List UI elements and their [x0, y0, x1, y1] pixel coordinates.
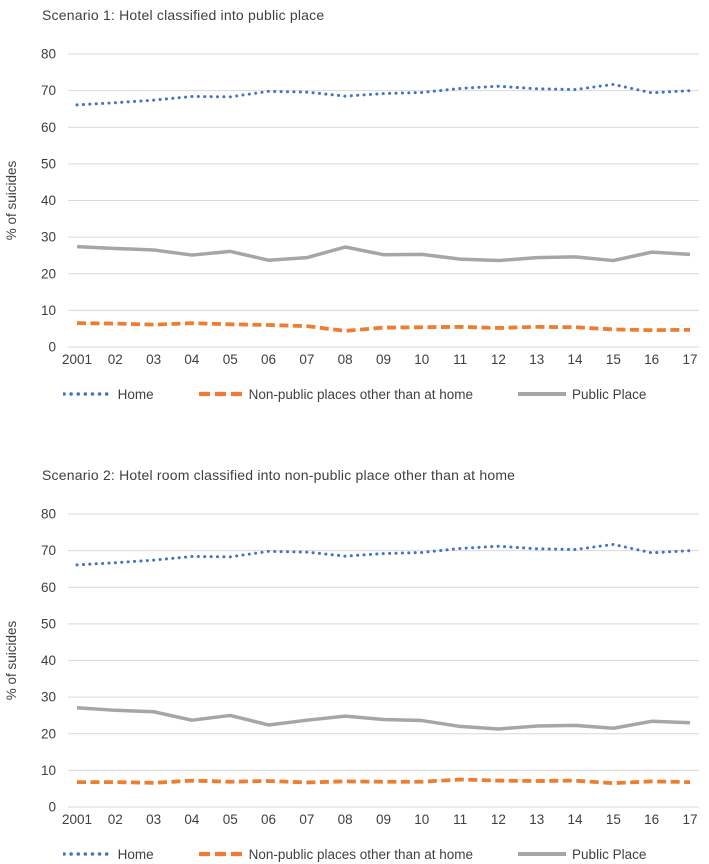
y-tick-label: 20	[41, 726, 56, 741]
y-tick-label: 50	[41, 156, 56, 171]
x-tick-label: 04	[184, 352, 200, 367]
y-tick-label: 70	[41, 83, 56, 98]
x-tick-label: 2001	[62, 352, 92, 367]
chart-svg: 0 10 20 30 40 50 60 70 80 % of suicides 2001 02 03 04…	[4, 507, 699, 827]
x-tick-label: 07	[299, 352, 314, 367]
x-tick-label: 10	[414, 812, 429, 827]
legend-marker-dashed-line	[198, 851, 243, 857]
chart-legend-scenario-2: Home Non-public places other than at home…	[0, 845, 709, 863]
chart-plot-area-scenario-1: 0 10 20 30 40 50 60 70 80 % of suicides 2001 02 03 04…	[0, 27, 709, 372]
legend-marker-solid-line	[518, 392, 567, 396]
x-tick-label: 13	[529, 812, 544, 827]
y-tick-label: 0	[48, 340, 56, 355]
legend-item-home: Home	[62, 386, 154, 402]
legend-label: Public Place	[572, 846, 647, 862]
y-tick-label: 10	[41, 303, 56, 318]
y-tick-label: 0	[48, 800, 56, 815]
series-line-public-place	[76, 244, 691, 263]
x-tick-label: 05	[223, 812, 238, 827]
legend-label: Non-public places other than at home	[248, 386, 474, 402]
x-tick-label: 10	[414, 352, 429, 367]
series-line-home	[75, 82, 692, 107]
legend-label: Public Place	[572, 386, 647, 402]
y-tick-label: 10	[41, 763, 56, 778]
chart-plot-area-scenario-2: 0 10 20 30 40 50 60 70 80 % of suicides 2001 02 03 04…	[0, 487, 709, 832]
x-tick-label: 16	[644, 812, 659, 827]
y-tick-label: 80	[41, 47, 56, 62]
legend-item-non-public-places-other-than-at-home: Non-public places other than at home	[198, 387, 473, 402]
chart-svg: 0 10 20 30 40 50 60 70 80 % of suicides 2001 02 03 04…	[4, 47, 699, 367]
legend-label: Home	[117, 386, 154, 402]
chart-title-scenario-2: Scenario 2: Hotel room classified into n…	[42, 467, 516, 483]
y-tick-label: 30	[41, 690, 56, 705]
x-tick-label: 2001	[62, 812, 92, 827]
x-tick-label: 13	[529, 352, 544, 367]
x-tick-label: 16	[644, 352, 659, 367]
legend-marker-dotted-line	[62, 392, 113, 396]
y-tick-label: 60	[41, 120, 56, 135]
chart-title-scenario-1: Scenario 1: Hotel classified into public…	[42, 7, 325, 23]
x-tick-label: 17	[682, 352, 697, 367]
x-tick-label: 14	[568, 352, 584, 367]
x-tick-label: 07	[299, 812, 314, 827]
legend-label: Non-public places other than at home	[248, 846, 474, 862]
x-tick-label: 09	[376, 352, 391, 367]
scenario-2-chart: Scenario 2: Hotel room classified into n…	[0, 460, 709, 864]
legend-marker-dashed-line	[198, 391, 243, 397]
y-tick-label: 20	[41, 266, 56, 281]
legend-item-public-place: Public Place	[517, 387, 646, 402]
y-tick-label: 60	[41, 580, 56, 595]
legend-item-non-public-places-other-than-at-home: Non-public places other than at home	[198, 847, 473, 862]
x-tick-label: 06	[261, 812, 276, 827]
legend-marker-solid-line	[518, 852, 567, 856]
x-tick-label: 15	[606, 352, 621, 367]
x-tick-label: 02	[108, 812, 123, 827]
x-tick-label: 02	[108, 352, 123, 367]
y-tick-label: 30	[41, 230, 56, 245]
x-tick-label: 08	[338, 812, 353, 827]
x-tick-label: 05	[223, 352, 238, 367]
y-tick-label: 80	[41, 507, 56, 522]
scenario-1-chart: Scenario 1: Hotel classified into public…	[0, 7, 709, 403]
y-axis-title: % of suicides	[4, 620, 19, 700]
legend-label: Home	[117, 846, 154, 862]
series-line-public-place	[76, 706, 691, 731]
x-tick-label: 14	[568, 812, 584, 827]
legend-item-home: Home	[62, 846, 154, 862]
x-tick-label: 11	[453, 812, 467, 827]
legend-marker-dotted-line	[62, 852, 113, 856]
y-tick-label: 40	[41, 653, 56, 668]
x-tick-label: 12	[491, 812, 506, 827]
x-tick-label: 04	[184, 812, 200, 827]
y-tick-label: 40	[41, 193, 56, 208]
chart-legend-scenario-1: Home Non-public places other than at home…	[0, 385, 709, 403]
x-tick-label: 15	[606, 812, 621, 827]
x-tick-label: 03	[146, 352, 161, 367]
x-tick-label: 06	[261, 352, 276, 367]
x-tick-label: 08	[338, 352, 353, 367]
series-line-non-public-places-other-than-at-home	[77, 777, 691, 786]
x-tick-label: 17	[682, 812, 697, 827]
x-tick-label: 12	[491, 352, 506, 367]
x-tick-label: 11	[453, 352, 467, 367]
legend-item-public-place: Public Place	[517, 847, 646, 862]
x-tick-label: 09	[376, 812, 391, 827]
y-axis-title: % of suicides	[4, 160, 19, 240]
series-line-home	[75, 542, 692, 567]
series-line-non-public-places-other-than-at-home	[76, 321, 691, 333]
x-tick-label: 03	[146, 812, 161, 827]
y-tick-label: 70	[41, 543, 56, 558]
y-tick-label: 50	[41, 616, 56, 631]
